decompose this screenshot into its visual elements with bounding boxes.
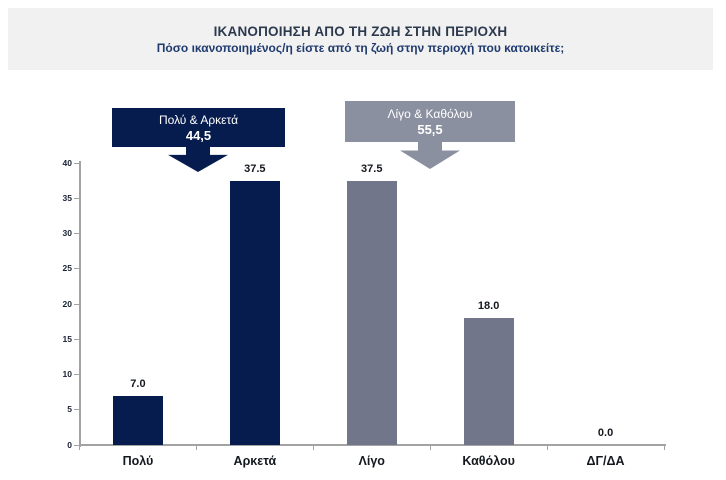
- bar-little: [346, 180, 397, 445]
- y-tick-mark: [74, 338, 79, 340]
- y-tick-mark: [74, 409, 79, 411]
- bar-value-dk-na: 0.0: [597, 427, 614, 439]
- callout-very-quite-label: Πολύ & Αρκετά: [158, 112, 239, 127]
- y-tick-mark: [74, 268, 79, 270]
- bar-value-quite: 37.5: [244, 162, 266, 175]
- bar-not-at-all: [463, 318, 514, 445]
- x-tick-mark: [195, 446, 197, 450]
- bar-value-not-at-all: 18.0: [477, 300, 500, 313]
- y-tick-label: 30: [62, 228, 72, 238]
- y-tick-label: 10: [62, 369, 72, 379]
- category-label-not-at-all: Καθόλου: [462, 454, 515, 468]
- x-axis-line: [78, 444, 666, 446]
- y-tick-label: 40: [62, 157, 72, 168]
- y-tick-label: 35: [62, 192, 72, 203]
- chart-header: ΙΚΑΝΟΠΟΙΗΣΗ ΑΠΟ ΤΗ ΖΩΗ ΣΤΗΝ ΠΕΡΙΟΧΗ Πόσο…: [8, 8, 713, 70]
- callout-little-notatall-value: 55,5: [417, 121, 443, 137]
- callout-very-quite: Πολύ & Αρκετά 44,5: [112, 108, 285, 147]
- y-axis-line: [78, 161, 81, 447]
- y-tick-mark: [74, 233, 79, 234]
- category-label-very: Πολύ: [122, 454, 154, 468]
- y-tick-mark: [74, 162, 79, 164]
- chart-title: ΙΚΑΝΟΠΟΙΗΣΗ ΑΠΟ ΤΗ ΖΩΗ ΣΤΗΝ ΠΕΡΙΟΧΗ: [213, 23, 508, 39]
- y-tick-mark: [74, 374, 79, 375]
- bar-value-very: 7.0: [130, 377, 146, 390]
- y-tick-label: 5: [67, 404, 72, 415]
- y-tick-label: 25: [62, 263, 72, 274]
- y-tick-mark: [74, 303, 79, 305]
- x-tick-mark: [546, 446, 548, 450]
- x-tick-mark: [312, 446, 314, 450]
- y-tick-label: 20: [62, 298, 72, 309]
- x-tick-mark: [663, 446, 665, 450]
- y-tick-mark: [74, 444, 79, 446]
- y-tick-mark: [74, 197, 79, 199]
- x-tick-mark: [429, 446, 431, 450]
- bar-very: [112, 395, 163, 445]
- chart-subtitle: Πόσο ικανοποιημένος/η είστε από τη ζωή σ…: [156, 40, 565, 55]
- bar-quite: [229, 180, 280, 445]
- y-tick-label: 0: [67, 439, 72, 450]
- x-tick-mark: [79, 446, 80, 450]
- callout-little-notatall: Λίγο & Καθόλου 55,5: [345, 101, 515, 142]
- category-label-little: Λίγο: [358, 454, 385, 468]
- category-label-quite: Αρκετά: [233, 454, 277, 468]
- category-label-dk-na: ΔΓ/ΔΑ: [586, 454, 625, 468]
- callout-little-notatall-label: Λίγο & Καθόλου: [387, 106, 473, 121]
- y-tick-label: 15: [62, 333, 72, 344]
- bar-value-little: 37.5: [361, 162, 383, 175]
- callout-very-quite-value: 44,5: [185, 127, 212, 143]
